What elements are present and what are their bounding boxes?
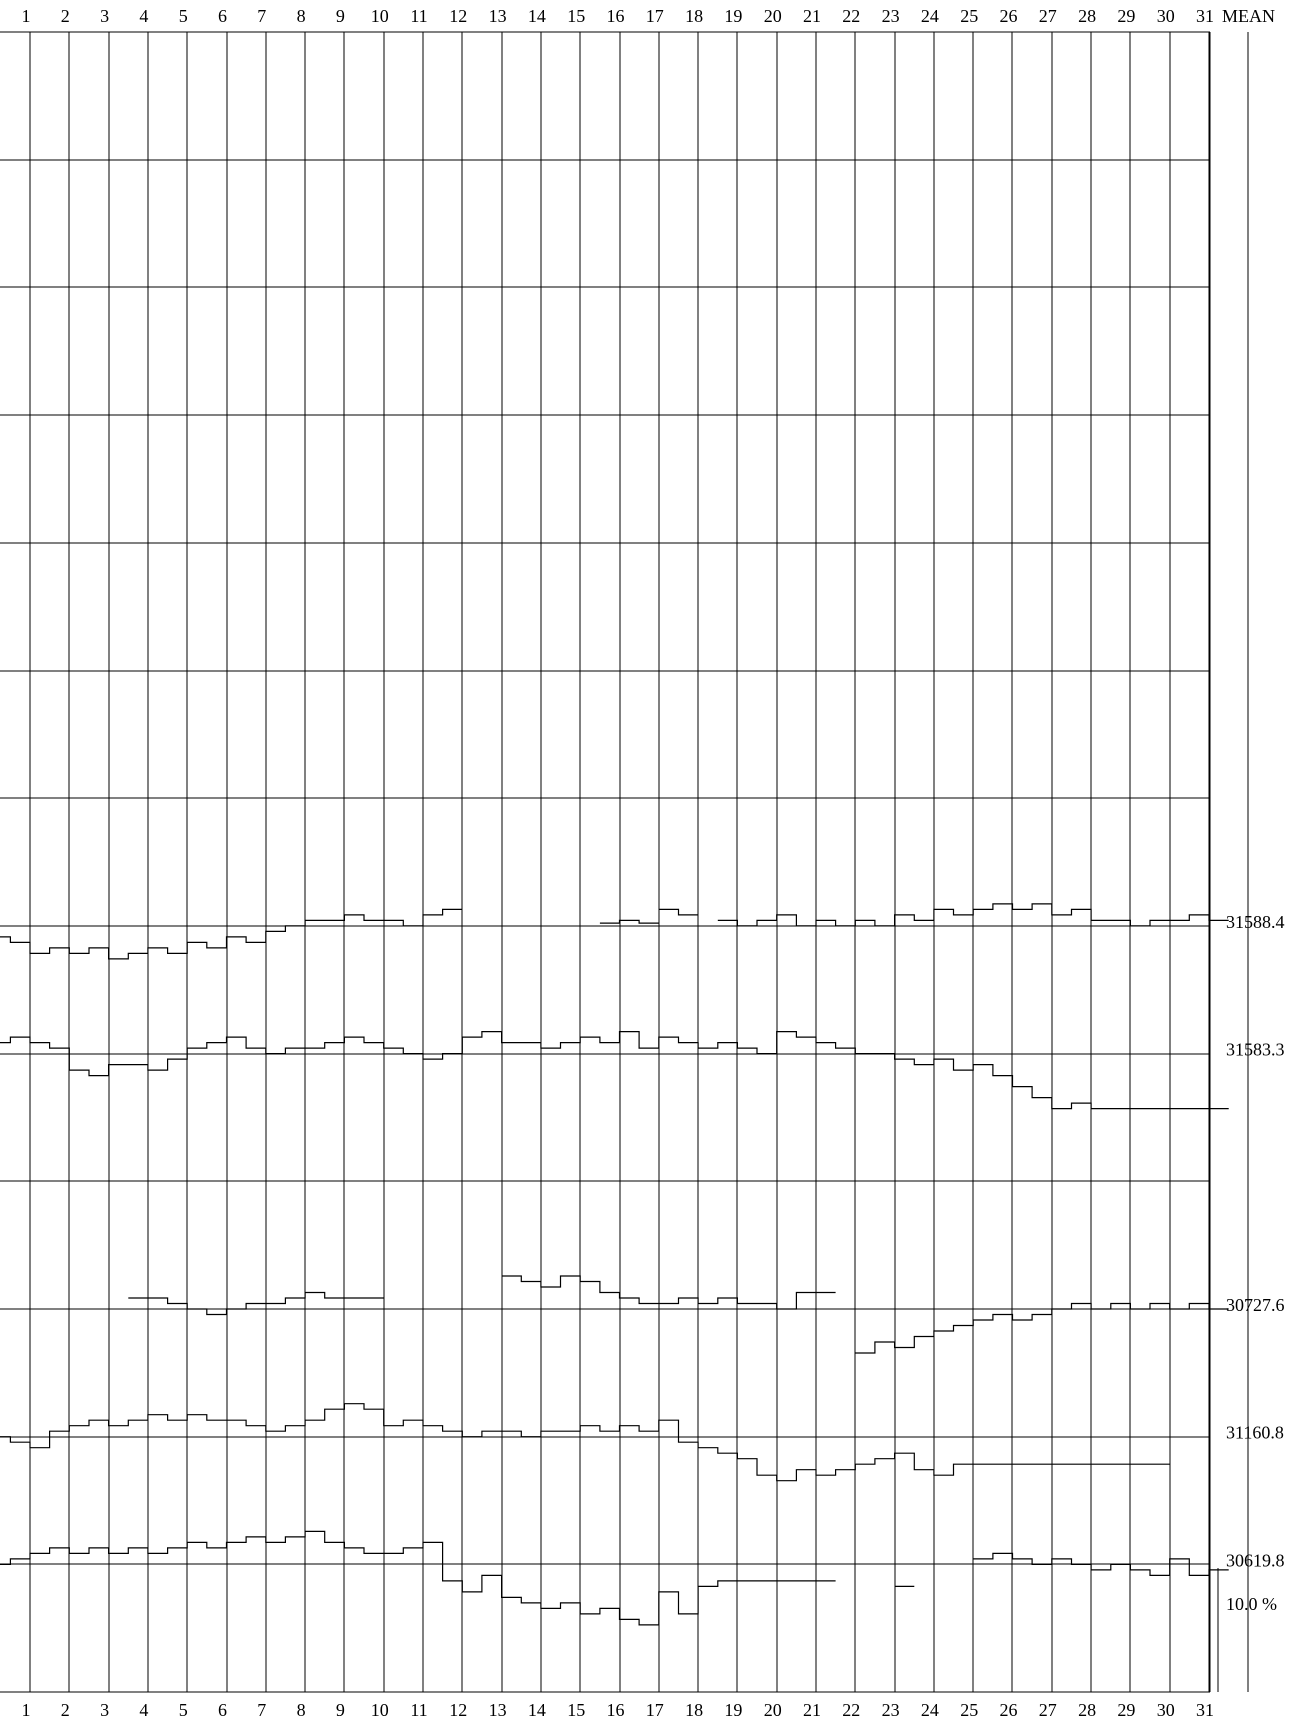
- mean-value-label: 31583.3: [1226, 1040, 1285, 1060]
- x-tick-label-top: 11: [410, 6, 427, 26]
- chart-grid: [0, 31, 1249, 1693]
- series-trace: [599, 919, 659, 924]
- x-tick-label-top: 9: [336, 6, 345, 26]
- x-tick-label-bottom: 30: [1157, 1700, 1175, 1720]
- x-tick-label-bottom: 18: [685, 1700, 703, 1720]
- x-tick-label-top: 24: [921, 6, 939, 26]
- mean-value-label: 30619.8: [1226, 1550, 1285, 1570]
- x-tick-label-top: 31: [1196, 6, 1214, 26]
- x-tick-label-top: 7: [257, 6, 266, 26]
- x-tick-label-top: 12: [449, 6, 467, 26]
- x-tick-label-top: 1: [22, 6, 31, 26]
- series-trace: [0, 1031, 1229, 1110]
- mean-value-label: 31160.8: [1226, 1423, 1284, 1443]
- x-tick-label-bottom: 23: [882, 1700, 900, 1720]
- series-trace: [501, 1275, 836, 1310]
- series-trace: [658, 908, 699, 916]
- x-tick-label-bottom: 25: [960, 1700, 978, 1720]
- x-tick-label-top: 27: [1039, 6, 1057, 26]
- x-tick-label-bottom: 8: [297, 1700, 306, 1720]
- series-trace: [0, 908, 463, 960]
- x-tick-label-bottom: 1: [22, 1700, 31, 1720]
- x-tick-label-bottom: 11: [410, 1700, 427, 1720]
- x-tick-label-bottom: 7: [257, 1700, 266, 1720]
- x-tick-label-bottom: 13: [489, 1700, 507, 1720]
- x-tick-label-bottom: 28: [1078, 1700, 1096, 1720]
- x-tick-label-bottom: 6: [218, 1700, 227, 1720]
- x-tick-label-top: 16: [607, 6, 625, 26]
- x-tick-label-top: 28: [1078, 6, 1096, 26]
- chart-labels: 1122334455667788991010111112121313141415…: [22, 6, 1285, 1720]
- x-tick-label-bottom: 14: [528, 1700, 546, 1720]
- mean-value-label: 31588.4: [1226, 912, 1285, 932]
- x-tick-label-bottom: 20: [764, 1700, 782, 1720]
- x-tick-label-top: 23: [882, 6, 900, 26]
- scale-label: 10.0 %: [1226, 1594, 1277, 1614]
- x-tick-label-top: 29: [1117, 6, 1135, 26]
- x-tick-label-top: 3: [100, 6, 109, 26]
- series-trace: [0, 1403, 1170, 1482]
- x-tick-label-top: 6: [218, 6, 227, 26]
- x-tick-label-bottom: 17: [646, 1700, 664, 1720]
- series-trace: [717, 903, 1229, 927]
- x-tick-label-bottom: 27: [1039, 1700, 1057, 1720]
- mean-value-label: 30727.6: [1226, 1295, 1285, 1315]
- x-tick-label-top: 17: [646, 6, 664, 26]
- x-tick-label-bottom: 3: [100, 1700, 109, 1720]
- x-tick-label-top: 26: [1000, 6, 1018, 26]
- x-tick-label-bottom: 5: [179, 1700, 188, 1720]
- x-tick-label-bottom: 22: [842, 1700, 860, 1720]
- x-tick-label-top: 21: [803, 6, 821, 26]
- x-tick-label-top: 4: [139, 6, 148, 26]
- series-trace: [973, 1552, 1229, 1576]
- x-tick-label-top: 5: [179, 6, 188, 26]
- x-tick-label-bottom: 10: [371, 1700, 389, 1720]
- x-tick-label-bottom: 2: [61, 1700, 70, 1720]
- x-tick-label-top: 2: [61, 6, 70, 26]
- mean-header: MEAN: [1222, 6, 1275, 26]
- x-tick-label-top: 13: [489, 6, 507, 26]
- x-tick-label-top: 8: [297, 6, 306, 26]
- x-tick-label-bottom: 19: [724, 1700, 742, 1720]
- x-tick-label-bottom: 29: [1117, 1700, 1135, 1720]
- x-tick-label-bottom: 26: [1000, 1700, 1018, 1720]
- x-tick-label-bottom: 15: [567, 1700, 585, 1720]
- x-tick-label-top: 20: [764, 6, 782, 26]
- x-tick-label-bottom: 12: [449, 1700, 467, 1720]
- x-tick-label-bottom: 9: [336, 1700, 345, 1720]
- series-trace: [0, 1530, 836, 1626]
- x-tick-label-bottom: 21: [803, 1700, 821, 1720]
- x-tick-label-bottom: 4: [139, 1700, 148, 1720]
- x-tick-label-top: 25: [960, 6, 978, 26]
- x-tick-label-top: 22: [842, 6, 860, 26]
- x-tick-label-bottom: 31: [1196, 1700, 1214, 1720]
- x-tick-label-top: 18: [685, 6, 703, 26]
- chart-traces: [0, 903, 1229, 1626]
- x-tick-label-top: 14: [528, 6, 546, 26]
- x-tick-label-bottom: 16: [607, 1700, 625, 1720]
- series-trace: [147, 1291, 384, 1316]
- x-tick-label-top: 30: [1157, 6, 1175, 26]
- x-tick-label-top: 10: [371, 6, 389, 26]
- x-tick-label-bottom: 24: [921, 1700, 939, 1720]
- x-tick-label-top: 19: [724, 6, 742, 26]
- series-trace: [855, 1302, 1229, 1354]
- x-tick-label-top: 15: [567, 6, 585, 26]
